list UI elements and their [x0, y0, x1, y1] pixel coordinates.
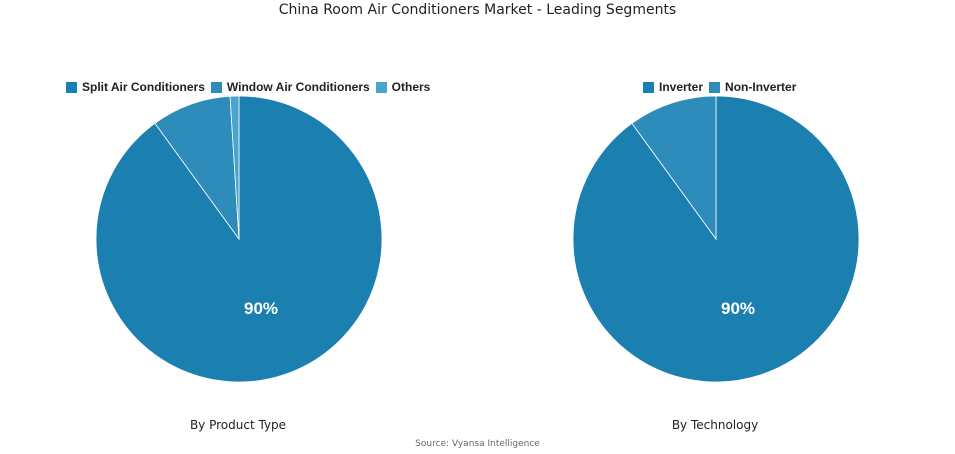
chart-title: China Room Air Conditioners Market - Lea… [278, 2, 677, 18]
legend-item[interactable]: Window Air Conditioners [210, 80, 370, 94]
legend-swatch [643, 81, 654, 93]
source-note: Source: Vyansa Intelligence [415, 439, 540, 449]
legend-label: Non-Inverter [725, 80, 797, 94]
caption-technology: By Technology [671, 418, 759, 432]
legend-label: Window Air Conditioners [226, 80, 370, 94]
legend-item[interactable]: Others [375, 80, 431, 94]
pie-slice-non-inverter [631, 95, 717, 241]
caption-product-type: By Product Type [189, 418, 287, 432]
legend-label: Others [391, 80, 431, 94]
legend-swatch [66, 81, 77, 93]
legend-swatch [375, 81, 387, 93]
pie-product-type: 90% [95, 95, 383, 383]
legend-item[interactable]: Inverter [643, 80, 703, 94]
legend-swatch [210, 81, 222, 93]
pie-technology: 90% [572, 95, 860, 383]
legend-product-type: Split Air Conditioners Window Air Conditi… [66, 80, 430, 94]
legend-label: Inverter [659, 80, 704, 94]
legend-item[interactable]: Non-Inverter [709, 80, 796, 94]
pie-slice-window-air-conditioners [154, 95, 240, 241]
legend-item[interactable]: Split Air Conditioners [66, 80, 205, 94]
legend-label: Split Air Conditioners [82, 80, 205, 94]
data-label: 90% [721, 299, 755, 318]
pie-slice-others [229, 95, 240, 240]
legend-technology: Inverter Non-Inverter [643, 80, 796, 94]
legend-swatch [709, 81, 721, 93]
data-label: 90% [244, 299, 278, 318]
